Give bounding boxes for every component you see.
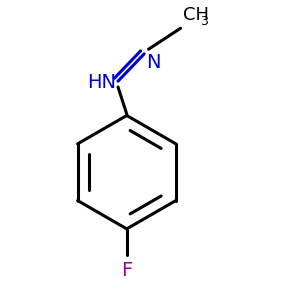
Text: N: N [146, 53, 160, 72]
Text: F: F [121, 261, 132, 280]
Text: CH: CH [183, 7, 209, 25]
Text: HN: HN [88, 73, 117, 92]
Text: 3: 3 [200, 15, 208, 28]
